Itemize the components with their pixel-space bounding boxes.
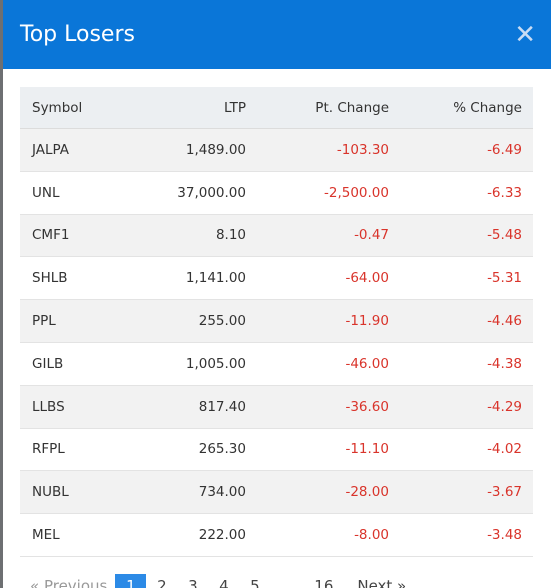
table-row[interactable]: GILB 1,005.00 -46.00 -4.38 — [20, 343, 533, 386]
symbol-cell: JALPA — [32, 141, 70, 158]
pct-change-cell: -4.02 — [487, 441, 522, 458]
ltp-cell: 8.10 — [215, 227, 246, 244]
losers-table: Symbol LTP Pt. Change % Change JALPA 1,48… — [20, 87, 533, 557]
pt-change-cell: -36.60 — [345, 398, 389, 415]
page-5-button[interactable]: 5 — [250, 577, 260, 588]
table-row[interactable]: UNL 37,000.00 -2,500.00 -6.33 — [20, 172, 533, 215]
ltp-cell: 265.30 — [198, 441, 246, 458]
page-16-button[interactable]: 16 — [314, 577, 334, 588]
symbol-cell: SHLB — [32, 270, 68, 287]
page-2-button[interactable]: 2 — [157, 577, 167, 588]
pt-change-cell: -46.00 — [345, 355, 389, 372]
header-pct-change[interactable]: % Change — [453, 99, 522, 116]
ltp-cell: 734.00 — [198, 484, 246, 501]
symbol-cell: NUBL — [32, 484, 69, 501]
header-pt-change[interactable]: Pt. Change — [315, 99, 389, 116]
table-row[interactable]: MEL 222.00 -8.00 -3.48 — [20, 514, 533, 557]
pct-change-cell: -3.48 — [487, 527, 522, 544]
pct-change-cell: -5.48 — [487, 227, 522, 244]
table-row[interactable]: SHLB 1,141.00 -64.00 -5.31 — [20, 257, 533, 301]
table-row[interactable]: JALPA 1,489.00 -103.30 -6.49 — [20, 129, 533, 172]
pt-change-cell: -8.00 — [354, 527, 389, 544]
pt-change-cell: -103.30 — [336, 141, 389, 158]
table-row[interactable]: RFPL 265.30 -11.10 -4.02 — [20, 429, 533, 472]
page-4-button[interactable]: 4 — [219, 577, 229, 588]
ltp-cell: 1,141.00 — [185, 270, 246, 287]
ltp-cell: 37,000.00 — [177, 184, 246, 201]
pt-change-cell: -64.00 — [345, 270, 389, 287]
modal-title: Top Losers — [20, 22, 135, 47]
pct-change-cell: -5.31 — [487, 270, 522, 287]
pt-change-cell: -28.00 — [345, 484, 389, 501]
ltp-cell: 1,489.00 — [185, 141, 246, 158]
close-icon[interactable]: ✕ — [514, 20, 536, 50]
table-row[interactable]: LLBS 817.40 -36.60 -4.29 — [20, 385, 533, 429]
table-header: Symbol LTP Pt. Change % Change — [20, 87, 533, 129]
table-row[interactable]: PPL 255.00 -11.90 -4.46 — [20, 300, 533, 343]
header-ltp[interactable]: LTP — [223, 99, 246, 116]
pct-change-cell: -4.38 — [487, 355, 522, 372]
pagination: « Previous 1 2 3 4 5 … 16 Next » — [30, 574, 406, 588]
pt-change-cell: -2,500.00 — [324, 184, 389, 201]
pct-change-cell: -3.67 — [487, 484, 522, 501]
ltp-cell: 1,005.00 — [185, 355, 246, 372]
modal-header: Top Losers ✕ — [3, 0, 551, 69]
table-row[interactable]: CMF1 8.10 -0.47 -5.48 — [20, 214, 533, 258]
symbol-cell: UNL — [32, 184, 60, 201]
ltp-cell: 817.40 — [198, 398, 246, 415]
symbol-cell: PPL — [32, 313, 56, 330]
page-3-button[interactable]: 3 — [188, 577, 198, 588]
symbol-cell: LLBS — [32, 398, 65, 415]
ltp-cell: 222.00 — [198, 527, 246, 544]
symbol-cell: RFPL — [32, 441, 65, 458]
page-ellipsis: … — [281, 577, 297, 588]
pct-change-cell: -4.46 — [487, 313, 522, 330]
pt-change-cell: -11.90 — [345, 313, 389, 330]
symbol-cell: GILB — [32, 355, 64, 372]
pct-change-cell: -4.29 — [487, 398, 522, 415]
next-button[interactable]: Next » — [357, 577, 407, 588]
pt-change-cell: -0.47 — [354, 227, 389, 244]
page-1-button[interactable]: 1 — [115, 574, 147, 588]
previous-button[interactable]: « Previous — [30, 577, 108, 588]
ltp-cell: 255.00 — [198, 313, 246, 330]
pct-change-cell: -6.33 — [487, 184, 522, 201]
pt-change-cell: -11.10 — [345, 441, 389, 458]
pct-change-cell: -6.49 — [487, 141, 522, 158]
symbol-cell: CMF1 — [32, 227, 70, 244]
table-row[interactable]: NUBL 734.00 -28.00 -3.67 — [20, 471, 533, 515]
symbol-cell: MEL — [32, 527, 60, 544]
top-losers-modal: Top Losers ✕ Symbol LTP Pt. Change % Cha… — [3, 0, 551, 588]
header-symbol[interactable]: Symbol — [32, 99, 83, 116]
